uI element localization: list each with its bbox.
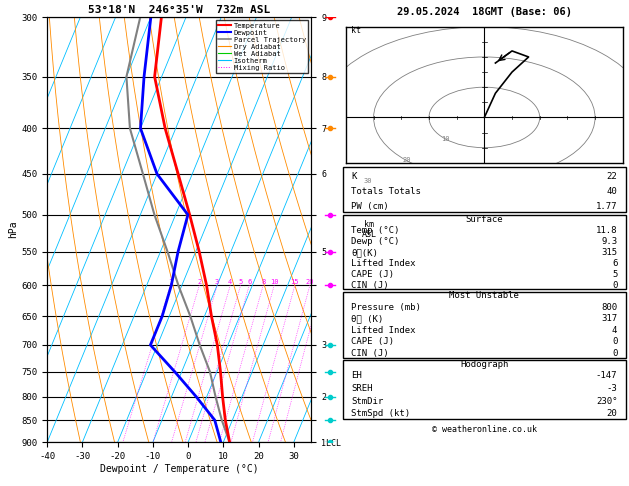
Text: 6: 6 [247,279,252,285]
Text: 15: 15 [291,279,299,285]
Text: CAPE (J): CAPE (J) [351,270,394,278]
Text: -147: -147 [596,371,617,380]
Text: -3: -3 [606,384,617,393]
Text: 0: 0 [612,337,617,347]
Text: Hodograph: Hodograph [460,360,508,369]
Text: StmSpd (kt): StmSpd (kt) [351,409,410,418]
Text: Dewp (°C): Dewp (°C) [351,237,399,246]
Text: SREH: SREH [351,384,373,393]
Text: Lifted Index: Lifted Index [351,259,416,268]
Text: StmDir: StmDir [351,397,384,406]
Text: Most Unstable: Most Unstable [449,291,520,300]
Text: 10: 10 [442,136,450,141]
Text: 3: 3 [215,279,220,285]
Text: 8: 8 [261,279,265,285]
Text: Temp (°C): Temp (°C) [351,226,399,235]
Text: 30: 30 [364,178,372,184]
Text: 2: 2 [198,279,201,285]
Text: θᴇ (K): θᴇ (K) [351,314,384,323]
Text: 4: 4 [228,279,232,285]
Text: Pressure (mb): Pressure (mb) [351,303,421,312]
Text: 0: 0 [612,280,617,290]
Text: Lifted Index: Lifted Index [351,326,416,335]
Text: K: K [351,172,357,181]
Text: 20: 20 [306,279,314,285]
Text: 29.05.2024  18GMT (Base: 06): 29.05.2024 18GMT (Base: 06) [397,7,572,17]
Bar [343,361,626,419]
Text: 5: 5 [612,270,617,278]
Text: 20: 20 [606,409,617,418]
Text: PW (cm): PW (cm) [351,202,389,211]
Text: 315: 315 [601,248,617,257]
Text: Surface: Surface [465,215,503,224]
Text: 22: 22 [606,172,617,181]
Y-axis label: km
ASL: km ASL [361,220,376,239]
Text: CAPE (J): CAPE (J) [351,337,394,347]
Text: 1.77: 1.77 [596,202,617,211]
Text: EH: EH [351,371,362,380]
Text: Totals Totals: Totals Totals [351,187,421,196]
Legend: Temperature, Dewpoint, Parcel Trajectory, Dry Adiabat, Wet Adiabat, Isotherm, Mi: Temperature, Dewpoint, Parcel Trajectory… [216,20,308,73]
Text: 6: 6 [612,259,617,268]
Bar [343,292,626,358]
Text: 10: 10 [270,279,279,285]
Text: 0: 0 [612,349,617,358]
Bar [343,214,626,289]
Text: 11.8: 11.8 [596,226,617,235]
Text: CIN (J): CIN (J) [351,280,389,290]
Text: θᴇ(K): θᴇ(K) [351,248,378,257]
Text: CIN (J): CIN (J) [351,349,389,358]
Text: 800: 800 [601,303,617,312]
X-axis label: Dewpoint / Temperature (°C): Dewpoint / Temperature (°C) [100,464,259,474]
Text: kt: kt [352,26,362,35]
Text: 230°: 230° [596,397,617,406]
Text: 4: 4 [612,326,617,335]
Title: 53°18'N  246°35'W  732m ASL: 53°18'N 246°35'W 732m ASL [88,5,270,15]
Y-axis label: hPa: hPa [9,221,18,239]
Bar [343,167,626,212]
Text: 1: 1 [168,279,172,285]
Text: 20: 20 [403,157,411,163]
Text: 317: 317 [601,314,617,323]
Text: 9.3: 9.3 [601,237,617,246]
Text: © weatheronline.co.uk: © weatheronline.co.uk [432,425,537,434]
Text: 40: 40 [606,187,617,196]
Text: 5: 5 [238,279,243,285]
